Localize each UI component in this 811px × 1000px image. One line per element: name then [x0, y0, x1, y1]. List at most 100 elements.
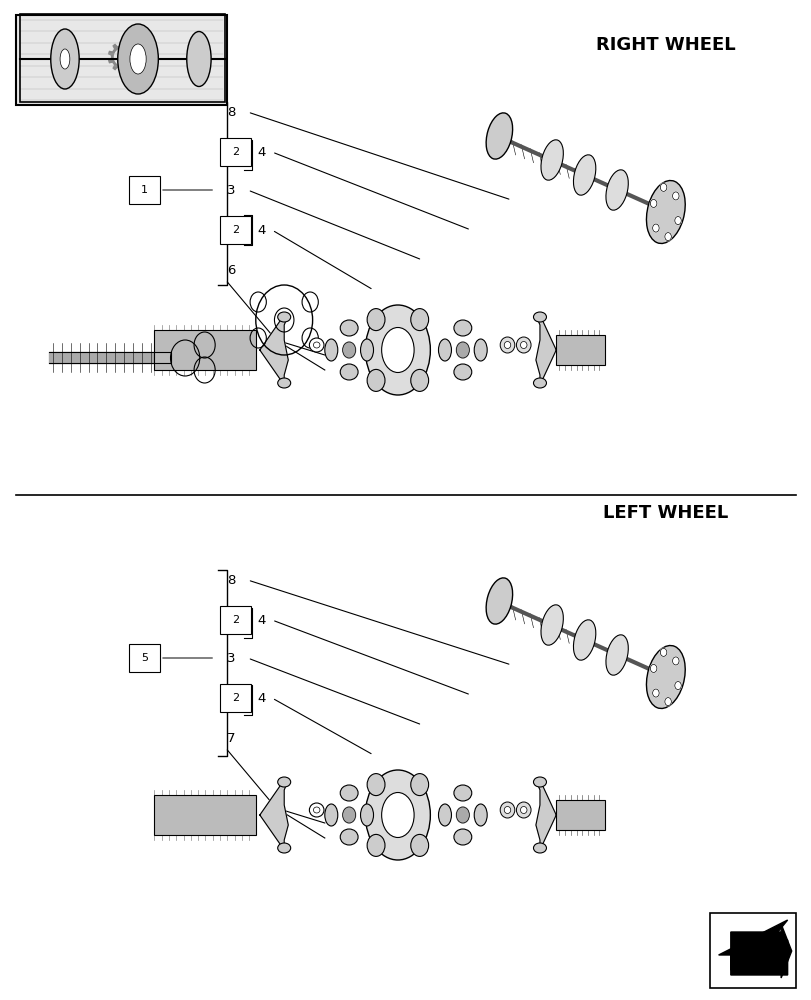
Ellipse shape — [313, 807, 320, 813]
Ellipse shape — [500, 337, 514, 353]
Ellipse shape — [367, 834, 384, 856]
Ellipse shape — [410, 309, 428, 331]
Ellipse shape — [367, 369, 384, 391]
Ellipse shape — [340, 829, 358, 845]
Polygon shape — [535, 780, 556, 850]
Circle shape — [652, 689, 659, 697]
Ellipse shape — [453, 785, 471, 801]
Ellipse shape — [453, 320, 471, 336]
Ellipse shape — [309, 803, 324, 817]
Ellipse shape — [313, 342, 320, 348]
Ellipse shape — [340, 785, 358, 801]
Text: 8: 8 — [227, 574, 235, 586]
Text: 3: 3 — [227, 652, 235, 664]
Text: RIGHT WHEEL: RIGHT WHEEL — [595, 36, 735, 54]
Polygon shape — [718, 920, 787, 975]
Ellipse shape — [533, 777, 546, 787]
Circle shape — [672, 657, 678, 665]
Ellipse shape — [453, 364, 471, 380]
Circle shape — [659, 648, 666, 656]
Ellipse shape — [381, 792, 414, 838]
Circle shape — [674, 217, 680, 225]
Ellipse shape — [533, 378, 546, 388]
Ellipse shape — [605, 170, 628, 210]
Ellipse shape — [381, 328, 414, 372]
Text: 4: 4 — [257, 224, 265, 236]
Ellipse shape — [340, 364, 358, 380]
Text: ⚙: ⚙ — [103, 39, 140, 81]
Text: 4: 4 — [257, 145, 265, 158]
Polygon shape — [260, 315, 288, 385]
Bar — [220, 138, 251, 166]
Bar — [154, 795, 255, 835]
Ellipse shape — [277, 312, 290, 322]
Polygon shape — [730, 924, 791, 978]
Bar — [16, 15, 227, 105]
Text: 5: 5 — [141, 653, 148, 663]
Circle shape — [674, 682, 680, 690]
Ellipse shape — [410, 369, 428, 391]
Circle shape — [650, 664, 656, 672]
Polygon shape — [535, 315, 556, 385]
Ellipse shape — [573, 155, 595, 195]
Bar — [220, 216, 251, 244]
Ellipse shape — [520, 806, 526, 814]
Ellipse shape — [277, 378, 290, 388]
Bar — [220, 684, 251, 712]
Text: 2: 2 — [232, 693, 238, 703]
Ellipse shape — [324, 339, 337, 361]
Ellipse shape — [187, 31, 211, 87]
Ellipse shape — [50, 29, 79, 89]
Ellipse shape — [533, 843, 546, 853]
Ellipse shape — [324, 804, 337, 826]
Text: 6: 6 — [227, 263, 235, 276]
Ellipse shape — [410, 774, 428, 796]
Text: 3: 3 — [227, 184, 235, 196]
Text: 2: 2 — [232, 225, 238, 235]
Bar — [220, 606, 251, 634]
Ellipse shape — [277, 777, 290, 787]
Circle shape — [659, 183, 666, 191]
Circle shape — [342, 807, 355, 823]
Ellipse shape — [309, 338, 324, 352]
Circle shape — [650, 199, 656, 207]
Circle shape — [664, 698, 671, 706]
Circle shape — [456, 342, 469, 358]
Bar — [129, 176, 160, 204]
Ellipse shape — [520, 342, 526, 349]
Circle shape — [652, 224, 659, 232]
Circle shape — [664, 233, 671, 241]
Ellipse shape — [438, 804, 451, 826]
Text: 8: 8 — [227, 105, 235, 118]
Bar — [710, 913, 795, 988]
Text: 1: 1 — [141, 185, 148, 195]
Bar — [20, 14, 225, 102]
Ellipse shape — [60, 49, 70, 69]
Ellipse shape — [500, 802, 514, 818]
Text: 4: 4 — [257, 692, 265, 704]
Ellipse shape — [438, 339, 451, 361]
Ellipse shape — [486, 113, 512, 159]
Ellipse shape — [340, 320, 358, 336]
Ellipse shape — [516, 802, 530, 818]
Ellipse shape — [474, 804, 487, 826]
Ellipse shape — [605, 635, 628, 675]
Polygon shape — [49, 352, 170, 363]
Text: 2: 2 — [232, 147, 238, 157]
Ellipse shape — [486, 578, 512, 624]
Ellipse shape — [516, 337, 530, 353]
Text: 7: 7 — [227, 732, 235, 744]
Ellipse shape — [367, 309, 384, 331]
Text: 2: 2 — [232, 615, 238, 625]
Ellipse shape — [646, 181, 684, 243]
Ellipse shape — [410, 834, 428, 856]
Ellipse shape — [118, 24, 158, 94]
Ellipse shape — [365, 770, 430, 860]
Text: LEFT WHEEL: LEFT WHEEL — [603, 504, 727, 522]
Ellipse shape — [540, 605, 563, 645]
Circle shape — [342, 342, 355, 358]
Text: 4: 4 — [257, 613, 265, 626]
Ellipse shape — [360, 804, 373, 826]
Ellipse shape — [277, 843, 290, 853]
Polygon shape — [260, 780, 288, 850]
